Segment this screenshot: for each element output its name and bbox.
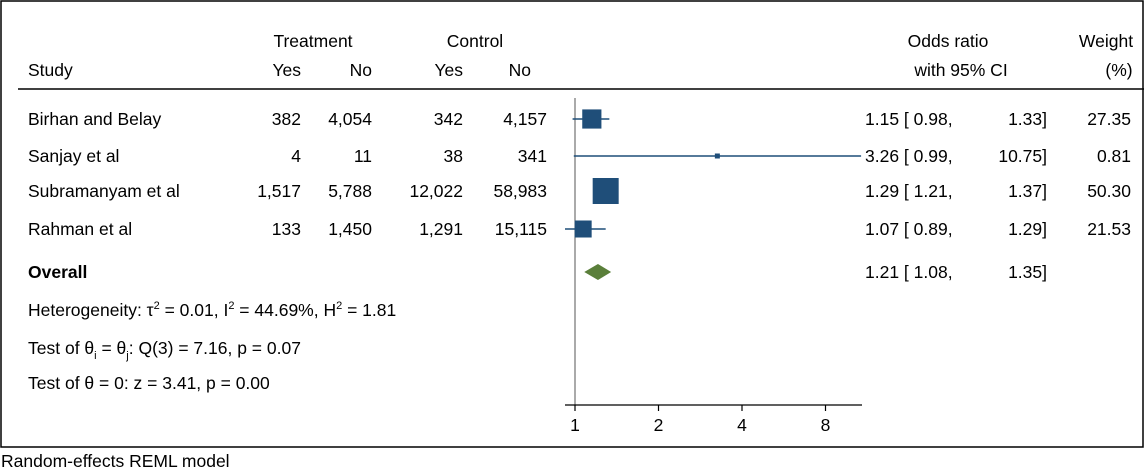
count-t-no: 4,054 xyxy=(328,109,372,129)
overall-or-hi-text: 1.35] xyxy=(1008,262,1047,282)
study-name: Subramanyam et al xyxy=(28,181,180,201)
count-c-no: 341 xyxy=(518,146,547,166)
study-name: Birhan and Belay xyxy=(28,109,162,129)
heterogeneity-text: Heterogeneity: τ2 = 0.01, I2 = 44.69%, H… xyxy=(28,300,396,320)
header-control-no: No xyxy=(509,60,531,80)
header-weight: Weight xyxy=(1079,31,1133,51)
study-marker xyxy=(592,178,619,204)
study-or-text: 1.15 [ 0.98, xyxy=(865,109,953,129)
count-t-yes: 1,517 xyxy=(257,181,301,201)
test-theta-equal-text: Test of θi = θj: Q(3) = 7.16, p = 0.07 xyxy=(28,338,301,362)
study-marker xyxy=(574,220,592,238)
header-control-yes: Yes xyxy=(434,60,463,80)
plot-marks xyxy=(565,109,862,280)
study-marker xyxy=(714,153,720,159)
count-c-no: 15,115 xyxy=(495,219,547,239)
study-or-text: 3.26 [ 0.99, xyxy=(865,146,953,166)
study-rows: Birhan and Belay 382 4,054 342 4,157 1.15 [ 0… xyxy=(28,109,1131,239)
x-tick-label-2: 2 xyxy=(654,415,664,435)
study-or-hi-text: 1.29] xyxy=(1008,219,1047,239)
count-t-yes: 133 xyxy=(272,219,301,239)
count-c-yes: 38 xyxy=(444,146,463,166)
study-marker xyxy=(582,109,602,129)
count-c-no: 4,157 xyxy=(503,109,547,129)
plot-border xyxy=(0,0,1144,448)
study-or-hi-text: 1.37] xyxy=(1008,181,1047,201)
count-c-yes: 12,022 xyxy=(409,181,463,201)
study-weight-text: 27.35 xyxy=(1087,109,1131,129)
study-name: Rahman et al xyxy=(28,219,132,239)
study-name: Sanjay et al xyxy=(28,146,119,166)
count-c-yes: 1,291 xyxy=(419,219,463,239)
x-tick-label-4: 4 xyxy=(737,415,747,435)
overall-label: Overall xyxy=(28,262,87,282)
count-t-no: 11 xyxy=(354,146,372,166)
header-study: Study xyxy=(28,60,73,80)
count-t-no: 1,450 xyxy=(328,219,372,239)
overall-diamond xyxy=(584,264,612,280)
study-weight-text: 0.81 xyxy=(1097,146,1131,166)
count-c-no: 58,983 xyxy=(493,181,547,201)
header-weight-unit: (%) xyxy=(1105,60,1132,80)
study-weight-text: 50.30 xyxy=(1087,181,1131,201)
header-odds-ratio-ci: with 95% CI xyxy=(913,60,1007,80)
header-treatment-no: No xyxy=(350,60,372,80)
count-t-yes: 382 xyxy=(272,109,301,129)
x-tick-label-8: 8 xyxy=(821,415,831,435)
header-treatment-yes: Yes xyxy=(272,60,301,80)
study-or-hi-text: 1.33] xyxy=(1008,109,1047,129)
model-caption: Random-effects REML model xyxy=(1,451,230,471)
test-theta-zero-text: Test of θ = 0: z = 3.41, p = 0.00 xyxy=(28,373,270,393)
study-or-text: 1.29 [ 1.21, xyxy=(865,181,953,201)
count-c-yes: 342 xyxy=(434,109,463,129)
study-weight-text: 21.53 xyxy=(1087,219,1131,239)
count-t-yes: 4 xyxy=(291,146,301,166)
count-t-no: 5,788 xyxy=(328,181,372,201)
study-or-text: 1.07 [ 0.89, xyxy=(865,219,953,239)
overall-or-text: 1.21 [ 1.08, xyxy=(865,262,953,282)
x-axis: 1 2 4 8 xyxy=(565,98,862,435)
study-or-hi-text: 10.75] xyxy=(998,146,1047,166)
x-tick-label-1: 1 xyxy=(570,415,580,435)
header-odds-ratio: Odds ratio xyxy=(908,31,989,51)
header-treatment: Treatment xyxy=(273,31,352,51)
header-control: Control xyxy=(447,31,503,51)
